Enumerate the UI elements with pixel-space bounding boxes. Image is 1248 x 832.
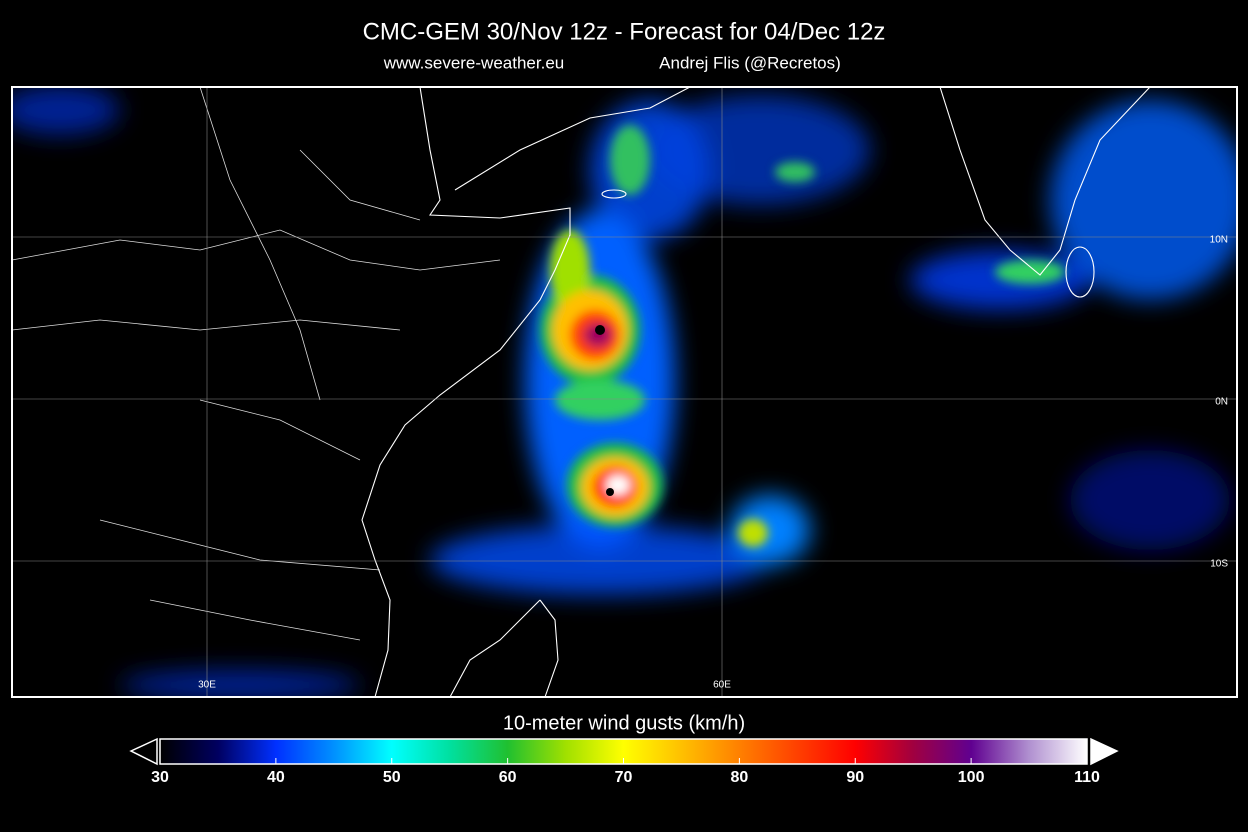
title: CMC-GEM 30/Nov 12z - Forecast for 04/Dec…: [363, 18, 886, 45]
colorbar-tick-label: 70: [615, 769, 633, 786]
coastline: [361, 87, 571, 697]
map-frame: [11, 86, 1238, 698]
coastline: [449, 599, 559, 697]
colorbar-tick-label: 40: [267, 769, 285, 786]
lon-label: 60E: [713, 680, 731, 691]
colorbar-label: 10-meter wind gusts (km/h): [503, 712, 745, 734]
colorbar-max-arrow: [1090, 737, 1119, 766]
storm-eye: [606, 488, 614, 496]
colorbar-min-arrow: [129, 737, 158, 766]
lat-label: 10N: [1210, 235, 1228, 246]
coastline: [939, 87, 1151, 276]
socotra: [601, 189, 627, 199]
lon-label: 30E: [198, 680, 216, 691]
lat-label: 0N: [1215, 397, 1228, 408]
author: Andrej Flis (@Recretos): [659, 53, 841, 72]
colorbar-tick-label: 90: [846, 769, 864, 786]
sri-lanka: [1065, 246, 1095, 298]
country-borders: [12, 87, 501, 641]
lat-label: 10S: [1210, 559, 1228, 570]
colorbar-tick-label: 100: [958, 769, 985, 786]
colorbar-tick-label: 50: [383, 769, 401, 786]
colorbar-ticks: 30 40 50 60 70 80 90 100 110: [151, 758, 1100, 786]
coastline: [454, 87, 691, 191]
colorbar-tick-label: 30: [151, 769, 169, 786]
map-area: [12, 87, 1237, 697]
website: www.severe-weather.eu: [383, 53, 564, 72]
colorbar-tick-label: 80: [730, 769, 748, 786]
colorbar-tick-label: 60: [499, 769, 517, 786]
colorbar-tick-label: 110: [1074, 769, 1100, 786]
storm-eye: [595, 325, 605, 335]
